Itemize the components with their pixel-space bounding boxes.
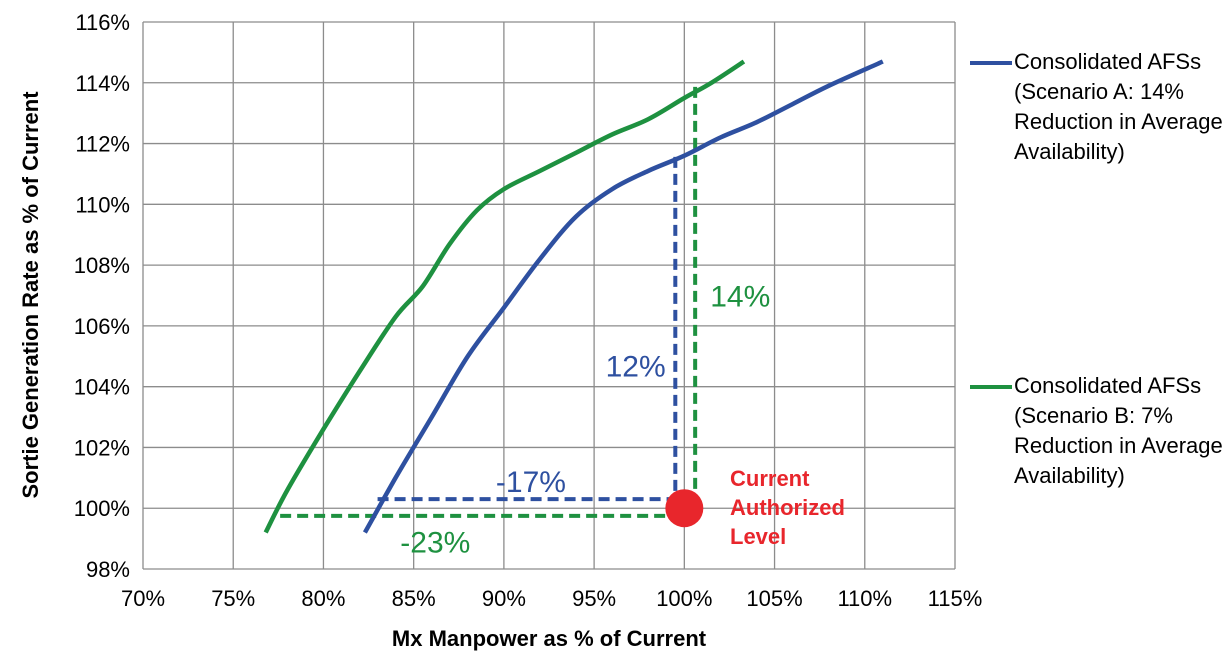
series-line-scenario-b: [263, 59, 746, 534]
x-tick-label: 115%: [928, 586, 983, 611]
legend-swatch-scenario-a: [970, 61, 1012, 65]
x-tick-label: 105%: [746, 586, 802, 611]
current-level-label-line: Current: [730, 466, 810, 491]
y-axis-title: Sortie Generation Rate as % of Current: [18, 91, 43, 499]
annotation-label: -23%: [400, 527, 470, 560]
current-level-marker-group: Current Authorized Level: [665, 466, 845, 549]
y-tick-label: 110%: [75, 192, 130, 217]
annotation-label: 14%: [710, 281, 770, 314]
y-tick-label: 102%: [74, 435, 130, 460]
x-tick-label: 70%: [121, 586, 165, 611]
y-tick-label: 98%: [86, 557, 130, 582]
x-tick-labels: 70% 75% 80% 85% 90% 95% 100% 105% 110% 115%: [121, 586, 982, 611]
plot-area: [143, 22, 955, 569]
x-axis-title: Mx Manpower as % of Current: [392, 626, 707, 651]
current-level-label-line: Level: [730, 524, 786, 549]
current-level-label-line: Authorized: [730, 495, 845, 520]
x-tick-label: 100%: [656, 586, 712, 611]
series-lines: [263, 59, 884, 534]
current-level-marker: [665, 489, 704, 528]
y-tick-label: 116%: [75, 10, 130, 35]
annotations: 12% 14% -17% -23%: [400, 281, 770, 560]
x-tick-label: 80%: [301, 586, 345, 611]
annotation-label: 12%: [606, 350, 666, 383]
series-line-scenario-a: [362, 59, 884, 534]
y-tick-labels: 98% 100% 102% 104% 106% 108% 110% 112% 114% 116%: [74, 10, 130, 582]
y-tick-label: 112%: [75, 132, 130, 157]
y-tick-label: 104%: [74, 375, 130, 400]
x-tick-label: 110%: [837, 586, 892, 611]
grid-lines: [142, 21, 956, 570]
x-tick-label: 85%: [392, 586, 436, 611]
x-tick-label: 95%: [572, 586, 616, 611]
y-tick-label: 108%: [74, 253, 130, 278]
y-tick-label: 114%: [75, 71, 130, 96]
x-tick-label: 90%: [482, 586, 526, 611]
legend-label-scenario-a: Consolidated AFSs (Scenario A: 14% Reduc…: [1014, 49, 1223, 164]
y-tick-label: 106%: [74, 314, 130, 339]
legend-label-scenario-b: Consolidated AFSs (Scenario B: 7% Reduct…: [1014, 373, 1223, 488]
legend-swatch-scenario-b: [970, 385, 1012, 389]
x-tick-label: 75%: [211, 586, 255, 611]
y-tick-label: 100%: [74, 496, 130, 521]
annotation-label: -17%: [496, 466, 566, 499]
